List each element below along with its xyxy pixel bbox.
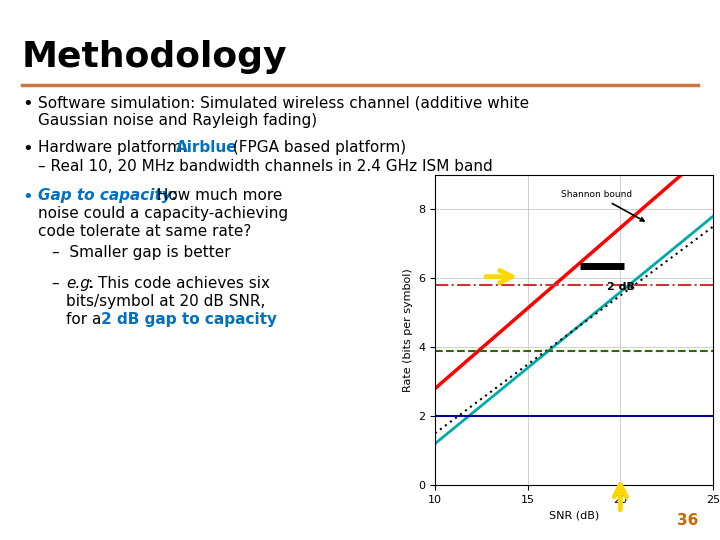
Text: –  Smaller gap is better: – Smaller gap is better xyxy=(52,245,230,260)
Text: bits/symbol at 20 dB SNR,: bits/symbol at 20 dB SNR, xyxy=(66,294,266,309)
Text: (FPGA based platform): (FPGA based platform) xyxy=(228,140,406,155)
Text: Gaussian noise and Rayleigh fading): Gaussian noise and Rayleigh fading) xyxy=(38,113,317,128)
Text: code tolerate at same rate?: code tolerate at same rate? xyxy=(38,224,251,239)
X-axis label: SNR (dB): SNR (dB) xyxy=(549,510,599,520)
Text: •: • xyxy=(22,188,32,206)
Text: noise could a capacity-achieving: noise could a capacity-achieving xyxy=(38,206,288,221)
Text: : This code achieves six: : This code achieves six xyxy=(88,276,270,291)
Text: e.g.: e.g. xyxy=(66,276,95,291)
Text: –: – xyxy=(52,276,65,291)
Text: Hardware platform:: Hardware platform: xyxy=(38,140,192,155)
Text: •: • xyxy=(22,95,32,113)
Text: – Real 10, 20 MHz bandwidth channels in 2.4 GHz ISM band: – Real 10, 20 MHz bandwidth channels in … xyxy=(38,159,492,174)
Text: Software simulation: Simulated wireless channel (additive white: Software simulation: Simulated wireless … xyxy=(38,95,529,110)
Text: Airblue: Airblue xyxy=(176,140,238,155)
Text: 2 dB gap to capacity: 2 dB gap to capacity xyxy=(101,312,277,327)
Text: How much more: How much more xyxy=(152,188,282,203)
Text: Methodology: Methodology xyxy=(22,40,287,74)
Text: Gap to capacity:: Gap to capacity: xyxy=(38,188,178,203)
Text: 2 dB: 2 dB xyxy=(608,282,635,292)
Text: Shannon bound: Shannon bound xyxy=(561,191,644,221)
Text: •: • xyxy=(22,140,32,158)
Text: for a: for a xyxy=(66,312,107,327)
Y-axis label: Rate (bits per symbol): Rate (bits per symbol) xyxy=(402,268,413,392)
Text: 36: 36 xyxy=(677,513,698,528)
